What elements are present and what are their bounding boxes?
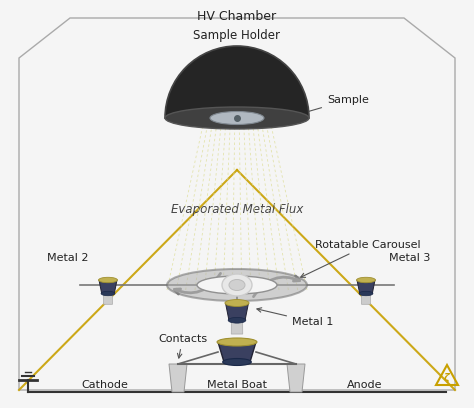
Polygon shape xyxy=(362,293,371,304)
Text: Contacts: Contacts xyxy=(158,334,207,358)
Polygon shape xyxy=(218,342,256,362)
Polygon shape xyxy=(287,364,305,392)
Ellipse shape xyxy=(359,291,373,296)
Ellipse shape xyxy=(165,107,309,129)
Text: Metal 1: Metal 1 xyxy=(257,308,333,327)
Ellipse shape xyxy=(228,317,246,323)
Ellipse shape xyxy=(229,279,245,290)
Ellipse shape xyxy=(222,274,252,296)
Ellipse shape xyxy=(217,338,257,346)
Polygon shape xyxy=(231,320,243,334)
Polygon shape xyxy=(226,303,248,320)
Wedge shape xyxy=(165,46,309,118)
Text: Metal Boat: Metal Boat xyxy=(207,380,267,390)
Polygon shape xyxy=(357,280,375,293)
Ellipse shape xyxy=(99,277,118,283)
Text: Metal 3: Metal 3 xyxy=(389,253,431,263)
Text: Rotatable Carousel: Rotatable Carousel xyxy=(301,240,420,277)
Polygon shape xyxy=(99,280,117,293)
Ellipse shape xyxy=(356,277,375,283)
Text: Evaporated Metal Flux: Evaporated Metal Flux xyxy=(171,204,303,217)
Ellipse shape xyxy=(167,269,307,301)
Text: Cathode: Cathode xyxy=(82,380,128,390)
Ellipse shape xyxy=(225,299,249,306)
Text: HV Chamber: HV Chamber xyxy=(198,10,276,23)
Ellipse shape xyxy=(197,276,277,294)
Text: $\mathbf{\boldsymbol{\zeta}}$: $\mathbf{\boldsymbol{\zeta}}$ xyxy=(443,371,451,385)
Text: Sample: Sample xyxy=(283,95,369,120)
Polygon shape xyxy=(103,293,112,304)
Text: Metal 2: Metal 2 xyxy=(47,253,89,263)
Text: Anode: Anode xyxy=(347,380,383,390)
Text: Sample Holder: Sample Holder xyxy=(193,29,281,42)
Ellipse shape xyxy=(223,359,251,366)
Ellipse shape xyxy=(210,111,264,124)
Polygon shape xyxy=(169,364,187,392)
Ellipse shape xyxy=(101,291,115,296)
